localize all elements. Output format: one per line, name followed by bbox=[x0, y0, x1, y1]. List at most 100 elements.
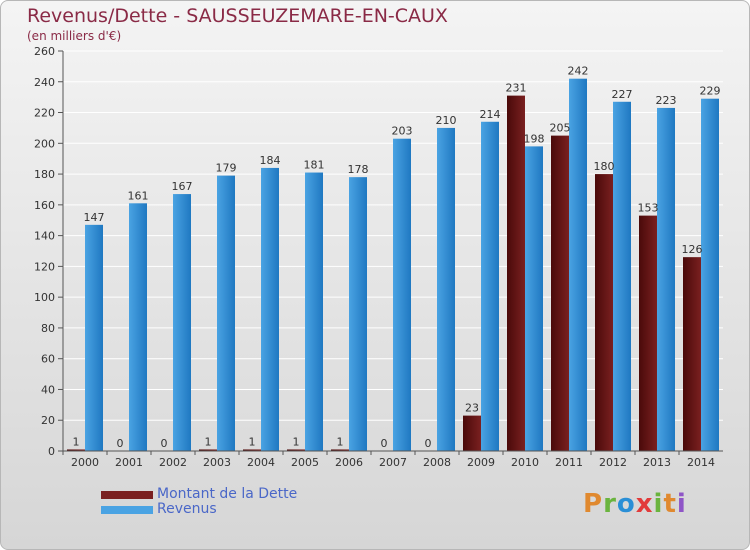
y-tick-label: 0 bbox=[48, 445, 55, 458]
logo-letter: i bbox=[653, 489, 664, 519]
x-tick-label: 2011 bbox=[555, 456, 583, 469]
y-tick-label: 40 bbox=[41, 383, 55, 396]
debt-value-label: 0 bbox=[161, 437, 168, 450]
debt-bar bbox=[595, 174, 613, 452]
debt-value-label: 1 bbox=[73, 435, 80, 448]
logo-letter: i bbox=[676, 489, 687, 519]
y-tick-label: 120 bbox=[34, 260, 55, 273]
debt-bar bbox=[199, 449, 217, 451]
revenue-value-label: 179 bbox=[216, 162, 237, 175]
revenue-bar bbox=[217, 175, 235, 451]
x-tick-label: 2002 bbox=[159, 456, 187, 469]
debt-bar bbox=[639, 215, 657, 451]
debt-value-label: 1 bbox=[337, 435, 344, 448]
x-tick-label: 2005 bbox=[291, 456, 319, 469]
logo-letter: t bbox=[663, 489, 677, 519]
revenue-value-label: 223 bbox=[656, 94, 677, 107]
logo-letter: P bbox=[583, 489, 604, 519]
revenue-bar bbox=[85, 224, 103, 451]
logo-letter: x bbox=[635, 489, 654, 519]
debt-bar bbox=[683, 257, 701, 451]
debt-bar bbox=[507, 95, 525, 451]
bars: 1 147 0 161 0 167 1 179 1 184 1 181 1 178 0 203 0 210 23 21… bbox=[67, 65, 721, 452]
revenue-value-label: 203 bbox=[392, 125, 413, 138]
legend-swatch-revenue bbox=[101, 506, 153, 514]
debt-bar bbox=[463, 415, 481, 451]
chart-subtitle: (en milliers d'€) bbox=[27, 29, 122, 43]
x-tick-label: 2012 bbox=[599, 456, 627, 469]
revenue-bar bbox=[393, 138, 411, 451]
y-tick-label: 260 bbox=[34, 45, 55, 58]
chart-title: Revenus/Dette - SAUSSEUZEMARE-EN-CAUX bbox=[27, 5, 448, 27]
revenue-value-label: 181 bbox=[304, 159, 325, 172]
y-tick-label: 60 bbox=[41, 353, 55, 366]
revenue-bar bbox=[613, 101, 631, 452]
debt-bar bbox=[243, 449, 261, 451]
debt-value-label: 1 bbox=[293, 435, 300, 448]
revenue-value-label: 178 bbox=[348, 163, 369, 176]
revenue-bar bbox=[437, 127, 455, 451]
debt-value-label: 153 bbox=[638, 202, 659, 215]
revenue-bar bbox=[481, 121, 499, 452]
x-tick-label: 2006 bbox=[335, 456, 363, 469]
x-tick-label: 2007 bbox=[379, 456, 407, 469]
debt-value-label: 1 bbox=[205, 435, 212, 448]
debt-bar bbox=[287, 449, 305, 451]
debt-bar bbox=[331, 449, 349, 451]
x-axis: 2000 2001 2002 2003 2004 2005 2006 2007 2008 2009… bbox=[62, 450, 723, 469]
x-tick-label: 2003 bbox=[203, 456, 231, 469]
x-tick-label: 2000 bbox=[71, 456, 99, 469]
revenue-bar bbox=[261, 167, 279, 451]
x-tick-label: 2009 bbox=[467, 456, 495, 469]
debt-bar bbox=[67, 449, 85, 451]
revenue-value-label: 198 bbox=[524, 132, 545, 145]
y-axis: 0 20 40 60 80 100 120 140 160 180 200 220 240 260 bbox=[34, 45, 64, 458]
logo-letter: o bbox=[616, 489, 636, 519]
y-tick-label: 140 bbox=[34, 230, 55, 243]
debt-value-label: 0 bbox=[117, 437, 124, 450]
x-tick-label: 2008 bbox=[423, 456, 451, 469]
debt-value-label: 0 bbox=[381, 437, 388, 450]
revenue-bar bbox=[657, 107, 675, 451]
debt-value-label: 0 bbox=[425, 437, 432, 450]
legend-label-debt: Montant de la Dette bbox=[157, 486, 298, 502]
legend-label-revenue: Revenus bbox=[157, 501, 217, 517]
debt-value-label: 205 bbox=[550, 122, 571, 135]
x-tick-label: 2001 bbox=[115, 456, 143, 469]
revenue-value-label: 161 bbox=[128, 189, 149, 202]
revenue-value-label: 184 bbox=[260, 154, 281, 167]
x-tick-label: 2004 bbox=[247, 456, 275, 469]
debt-value-label: 1 bbox=[249, 435, 256, 448]
revenue-bar bbox=[173, 194, 191, 452]
revenue-value-label: 229 bbox=[700, 85, 721, 98]
x-tick-label: 2014 bbox=[687, 456, 715, 469]
revenue-bar bbox=[701, 98, 719, 451]
revenue-value-label: 227 bbox=[612, 88, 633, 101]
revenue-bar bbox=[569, 78, 587, 451]
revenue-value-label: 242 bbox=[568, 65, 589, 78]
revenue-bar bbox=[349, 177, 367, 451]
y-tick-label: 200 bbox=[34, 137, 55, 150]
y-tick-label: 220 bbox=[34, 107, 55, 120]
y-tick-label: 180 bbox=[34, 168, 55, 181]
proxiti-logo: Proxiti bbox=[583, 489, 687, 519]
debt-value-label: 231 bbox=[506, 82, 527, 95]
revenue-bar bbox=[305, 172, 323, 452]
revenue-bar bbox=[129, 203, 147, 451]
x-tick-label: 2010 bbox=[511, 456, 539, 469]
debt-value-label: 23 bbox=[465, 402, 479, 415]
revenue-value-label: 147 bbox=[84, 211, 105, 224]
y-tick-label: 240 bbox=[34, 76, 55, 89]
x-tick-label: 2013 bbox=[643, 456, 671, 469]
debt-bar bbox=[551, 135, 569, 451]
debt-value-label: 126 bbox=[682, 243, 703, 256]
y-tick-label: 80 bbox=[41, 322, 55, 335]
y-tick-label: 160 bbox=[34, 199, 55, 212]
debt-value-label: 180 bbox=[594, 160, 615, 173]
logo-letter: r bbox=[603, 489, 617, 519]
y-tick-label: 100 bbox=[34, 291, 55, 304]
revenue-value-label: 167 bbox=[172, 180, 193, 193]
y-tick-label: 20 bbox=[41, 414, 55, 427]
